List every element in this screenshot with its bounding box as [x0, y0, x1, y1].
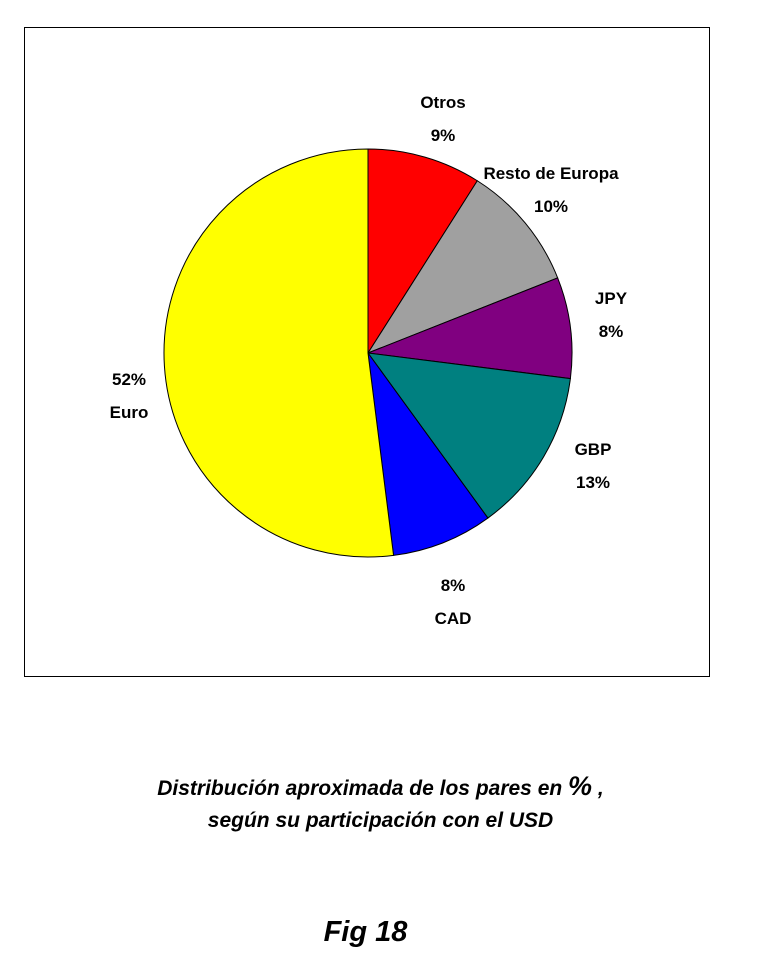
- caption-line1-suffix: ,: [597, 777, 604, 800]
- slice-percent-otros: 9%: [430, 126, 456, 145]
- chart-frame: Otros 9% Resto de Europa 10% JPY 8% GBP 13% 8% CA…: [24, 27, 710, 677]
- caption-percent-symbol: %: [568, 771, 593, 801]
- caption-line2: según su participación con el USD: [207, 809, 554, 832]
- slice-percent-gbp: 13%: [575, 473, 611, 492]
- slice-name-cad: CAD: [434, 609, 472, 628]
- pie-chart: [163, 148, 573, 558]
- pie-slice-euro: [163, 148, 395, 558]
- pie-slice-cad: [367, 352, 489, 556]
- slice-name-gbp: GBP: [574, 440, 612, 459]
- slice-percent-resto-de-europa: 10%: [533, 197, 569, 216]
- slice-percent-euro: 52%: [111, 370, 147, 389]
- pie-slice-jpy: [367, 277, 573, 380]
- slice-name-jpy: JPY: [594, 289, 628, 308]
- figure-label: Fig 18: [323, 916, 408, 948]
- slice-percent-jpy: 8%: [598, 322, 624, 341]
- figure-caption: Distribución aproximada de los pares en …: [0, 770, 761, 837]
- caption-line1-prefix: Distribución aproximada de los pares en: [157, 777, 563, 800]
- slice-name-resto-de-europa: Resto de Europa: [483, 164, 619, 183]
- pie-slice-gbp: [366, 352, 571, 519]
- slice-percent-cad: 8%: [440, 576, 466, 595]
- slice-name-euro: Euro: [109, 403, 149, 422]
- pie-slice-otros: [367, 148, 479, 355]
- slice-name-otros: Otros: [420, 93, 466, 112]
- pie-slice-resto-de-europa: [366, 180, 559, 355]
